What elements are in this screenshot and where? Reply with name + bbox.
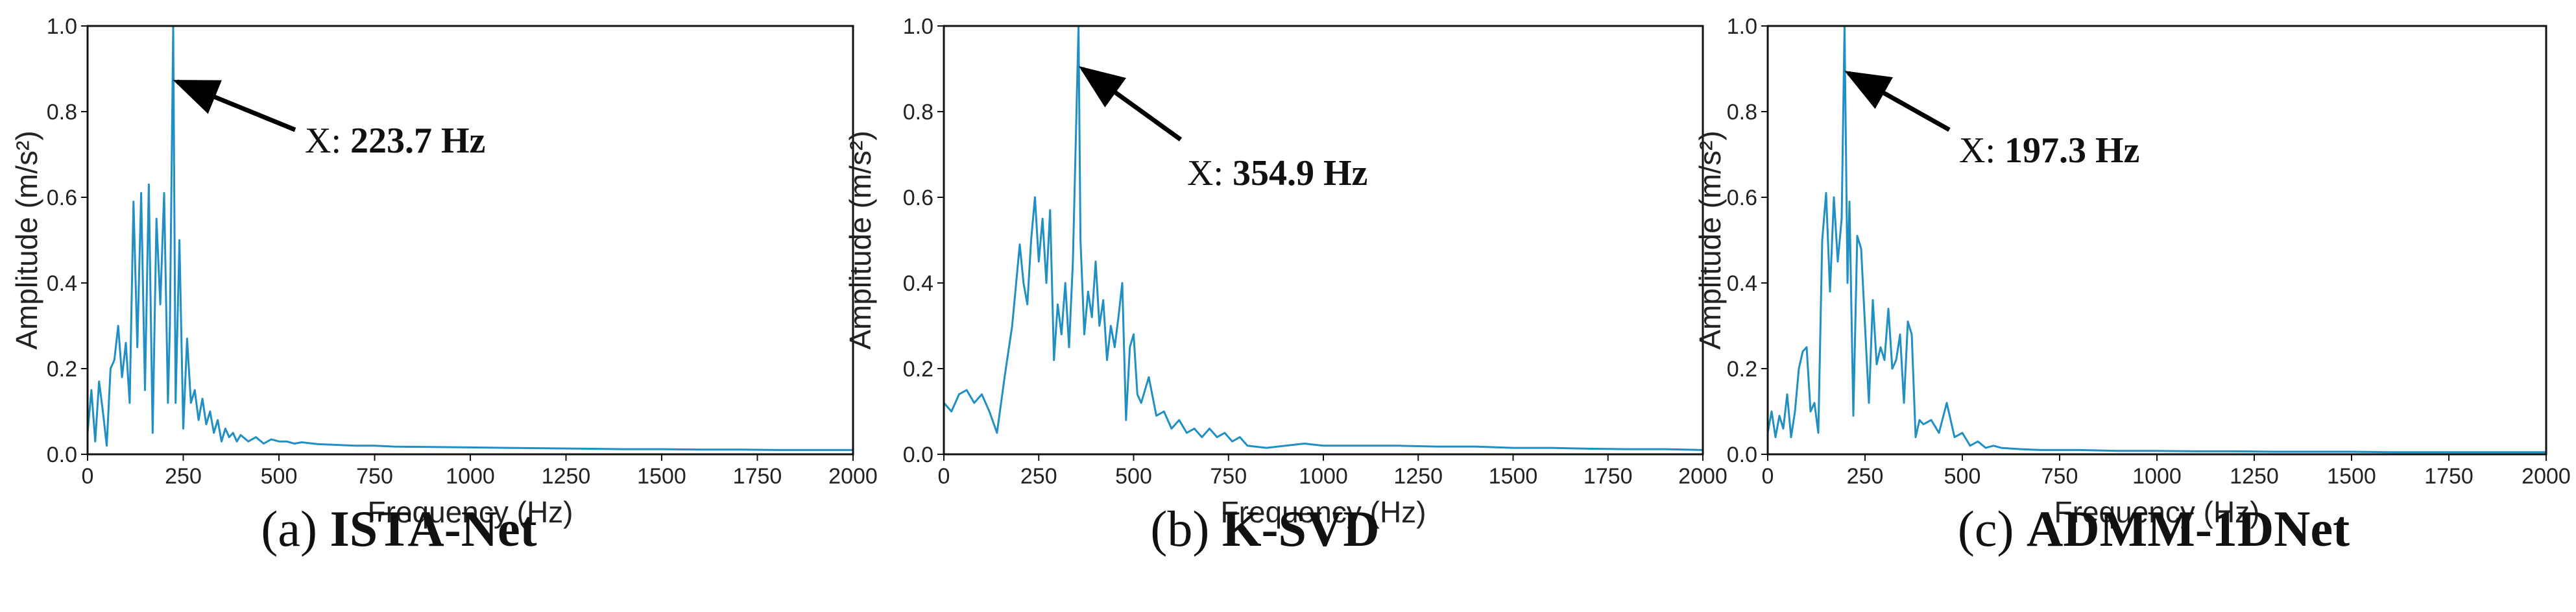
- chart-c-frame: [1766, 25, 2547, 456]
- chart-c-xtick-label: 1000: [2132, 464, 2182, 489]
- chart-c-xtick-label: 2000: [2522, 464, 2571, 489]
- chart-c-xtick-label: 250: [1847, 464, 1884, 489]
- chart-c-ytick-label: 0.2: [1727, 357, 1757, 382]
- caption-c-title: ADMM-1DNet: [2026, 500, 2350, 557]
- chart-a-xtick-label: 750: [356, 464, 393, 489]
- chart-b: 0 250 500 750 1000 1250 1500 1750 2000 0.0 0.2 0.4 0…: [843, 14, 1727, 529]
- chart-c-xtick-label: 1750: [2424, 464, 2474, 489]
- chart-b-frame: [943, 25, 1704, 456]
- caption-a-title: ISTA-Net: [330, 500, 537, 557]
- chart-a-xtick-label: 500: [261, 464, 298, 489]
- chart-a-ytick-label: 1.0: [47, 14, 77, 39]
- chart-a-xtick-label: 250: [165, 464, 202, 489]
- chart-c-ytick-label: 1.0: [1727, 14, 1757, 39]
- chart-b-ytick-label: 0.6: [903, 186, 933, 210]
- chart-a-xtick-label: 0: [82, 464, 94, 489]
- caption-c: (c) ADMM-1DNet: [1958, 500, 2350, 558]
- chart-a-ytick-label: 0.2: [47, 357, 77, 382]
- chart-b-xtick-label: 0: [938, 464, 950, 489]
- chart-a-annotation-prefix: X:: [305, 121, 350, 161]
- caption-b-prefix: (b): [1150, 500, 1210, 557]
- chart-a-xtick-label: 1750: [733, 464, 782, 489]
- chart-c-xlabel: Frequency (Hz): [2054, 495, 2260, 529]
- chart-b-ylabel: Amplitude (m/s²): [843, 130, 877, 349]
- caption-b: (b) K-SVD: [1150, 500, 1379, 558]
- chart-c-annotation-label: X: 197.3 Hz: [1959, 130, 2139, 171]
- chart-c-ytick-label: 0.0: [1727, 443, 1757, 467]
- chart-a-ytick-label: 0.0: [47, 443, 77, 467]
- chart-b-annotation-prefix: X:: [1187, 153, 1233, 193]
- chart-c-ylabel: Amplitude (m/s²): [1693, 130, 1727, 349]
- chart-b-annotation-arrow: [1078, 66, 1183, 141]
- chart-c-ytick-label: 0.8: [1727, 100, 1757, 125]
- chart-b-series-line: [943, 25, 1703, 451]
- caption-c-prefix: (c): [1957, 500, 2014, 557]
- chart-a-ytick-label: 0.6: [47, 186, 77, 210]
- chart-c-annotation-prefix: X:: [1959, 130, 2004, 171]
- caption-b-title: K-SVD: [1222, 500, 1380, 557]
- chart-c-xtick-label: 500: [1944, 464, 1981, 489]
- chart-c-ytick-label: 0.4: [1727, 271, 1757, 296]
- chart-a-xtick-label: 1250: [542, 464, 591, 489]
- chart-a-annotation-arrow: [173, 79, 296, 132]
- chart-b-xtick-label: 250: [1020, 464, 1057, 489]
- chart-b-xtick-label: 1000: [1299, 464, 1348, 489]
- chart-b-xtick-label: 1750: [1583, 464, 1633, 489]
- chart-c-xtick-label: 1500: [2327, 464, 2376, 489]
- chart-a-annotation-value: 223.7 Hz: [350, 121, 485, 161]
- caption-a: (a) ISTA-Net: [261, 500, 536, 558]
- chart-c-xtick-label: 0: [1762, 464, 1774, 489]
- chart-b-xtick-label: 2000: [1678, 464, 1727, 489]
- chart-a-series-line: [86, 25, 853, 451]
- chart-c-annotation-arrow: [1844, 71, 1951, 132]
- chart-b-xtick-label: 750: [1210, 464, 1247, 489]
- chart-b-annotation-value: 354.9 Hz: [1233, 153, 1367, 193]
- chart-b-ytick-label: 0.4: [903, 271, 933, 296]
- chart-b-ytick-label: 0.8: [903, 100, 933, 125]
- chart-b-xtick-label: 1500: [1489, 464, 1538, 489]
- chart-c: 0 250 500 750 1000 1250 1500 1750 2000 0.0 0.2 0.4 0…: [1693, 14, 2571, 529]
- chart-c-annotation-value: 197.3 Hz: [2004, 130, 2139, 171]
- chart-b-xtick-label: 1250: [1393, 464, 1443, 489]
- chart-a-xlabel: Frequency (Hz): [368, 495, 573, 529]
- caption-a-prefix: (a): [261, 500, 317, 557]
- chart-b-xlabel: Frequency (Hz): [1221, 495, 1426, 529]
- chart-b-annotation-label: X: 354.9 Hz: [1187, 153, 1367, 193]
- chart-b-ytick-label: 1.0: [903, 14, 933, 39]
- chart-a-ylabel: Amplitude (m/s²): [10, 130, 43, 349]
- chart-a-xtick-label: 1500: [637, 464, 686, 489]
- chart-c-xtick-label: 750: [2041, 464, 2078, 489]
- chart-b-ytick-label: 0.2: [903, 357, 933, 382]
- chart-a-xtick-label: 1000: [446, 464, 495, 489]
- chart-a-annotation-label: X: 223.7 Hz: [305, 121, 485, 161]
- chart-c-series-line: [1766, 25, 2546, 454]
- chart-c-ytick-label: 0.6: [1727, 186, 1757, 210]
- chart-a: 0 250 500 750 1000 1250 1500 1750 2000 0.0 0.2 0.4 0…: [10, 14, 878, 529]
- chart-c-xtick-label: 1250: [2230, 464, 2279, 489]
- chart-b-xtick-label: 500: [1115, 464, 1152, 489]
- chart-a-xtick-label: 2000: [828, 464, 878, 489]
- chart-a-ytick-label: 0.4: [47, 271, 77, 296]
- chart-b-ytick-label: 0.0: [903, 443, 933, 467]
- chart-a-ytick-label: 0.8: [47, 100, 77, 125]
